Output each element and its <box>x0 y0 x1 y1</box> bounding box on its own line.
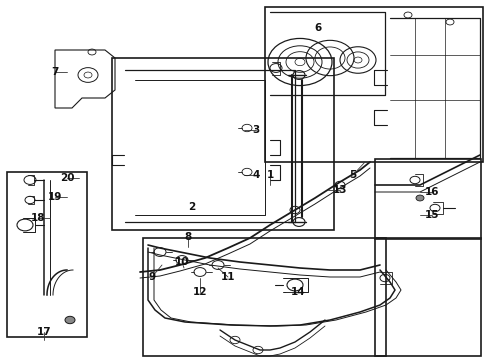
Text: 14: 14 <box>290 287 305 297</box>
Bar <box>374 159 480 239</box>
Text: 2: 2 <box>188 202 195 212</box>
Text: 10: 10 <box>174 257 189 267</box>
Bar <box>112 58 333 230</box>
Bar <box>7 172 87 337</box>
Text: 3: 3 <box>252 125 259 135</box>
Bar <box>142 238 385 356</box>
Circle shape <box>65 316 75 324</box>
Text: 17: 17 <box>37 327 51 337</box>
Text: 6: 6 <box>314 23 321 33</box>
Text: 5: 5 <box>348 170 356 180</box>
Text: 20: 20 <box>60 173 74 183</box>
Text: 16: 16 <box>424 187 438 197</box>
Text: 18: 18 <box>31 213 45 223</box>
Text: 12: 12 <box>192 287 207 297</box>
Text: 15: 15 <box>424 210 438 220</box>
Circle shape <box>415 195 423 201</box>
Text: 8: 8 <box>184 232 191 242</box>
Text: 7: 7 <box>51 67 59 77</box>
Bar <box>374 238 480 356</box>
Bar <box>264 7 482 162</box>
Text: 11: 11 <box>220 272 235 282</box>
Text: 13: 13 <box>332 185 346 195</box>
Text: 4: 4 <box>252 170 259 180</box>
Text: 9: 9 <box>148 272 155 282</box>
Text: 1: 1 <box>266 170 273 180</box>
Text: 19: 19 <box>48 192 62 202</box>
